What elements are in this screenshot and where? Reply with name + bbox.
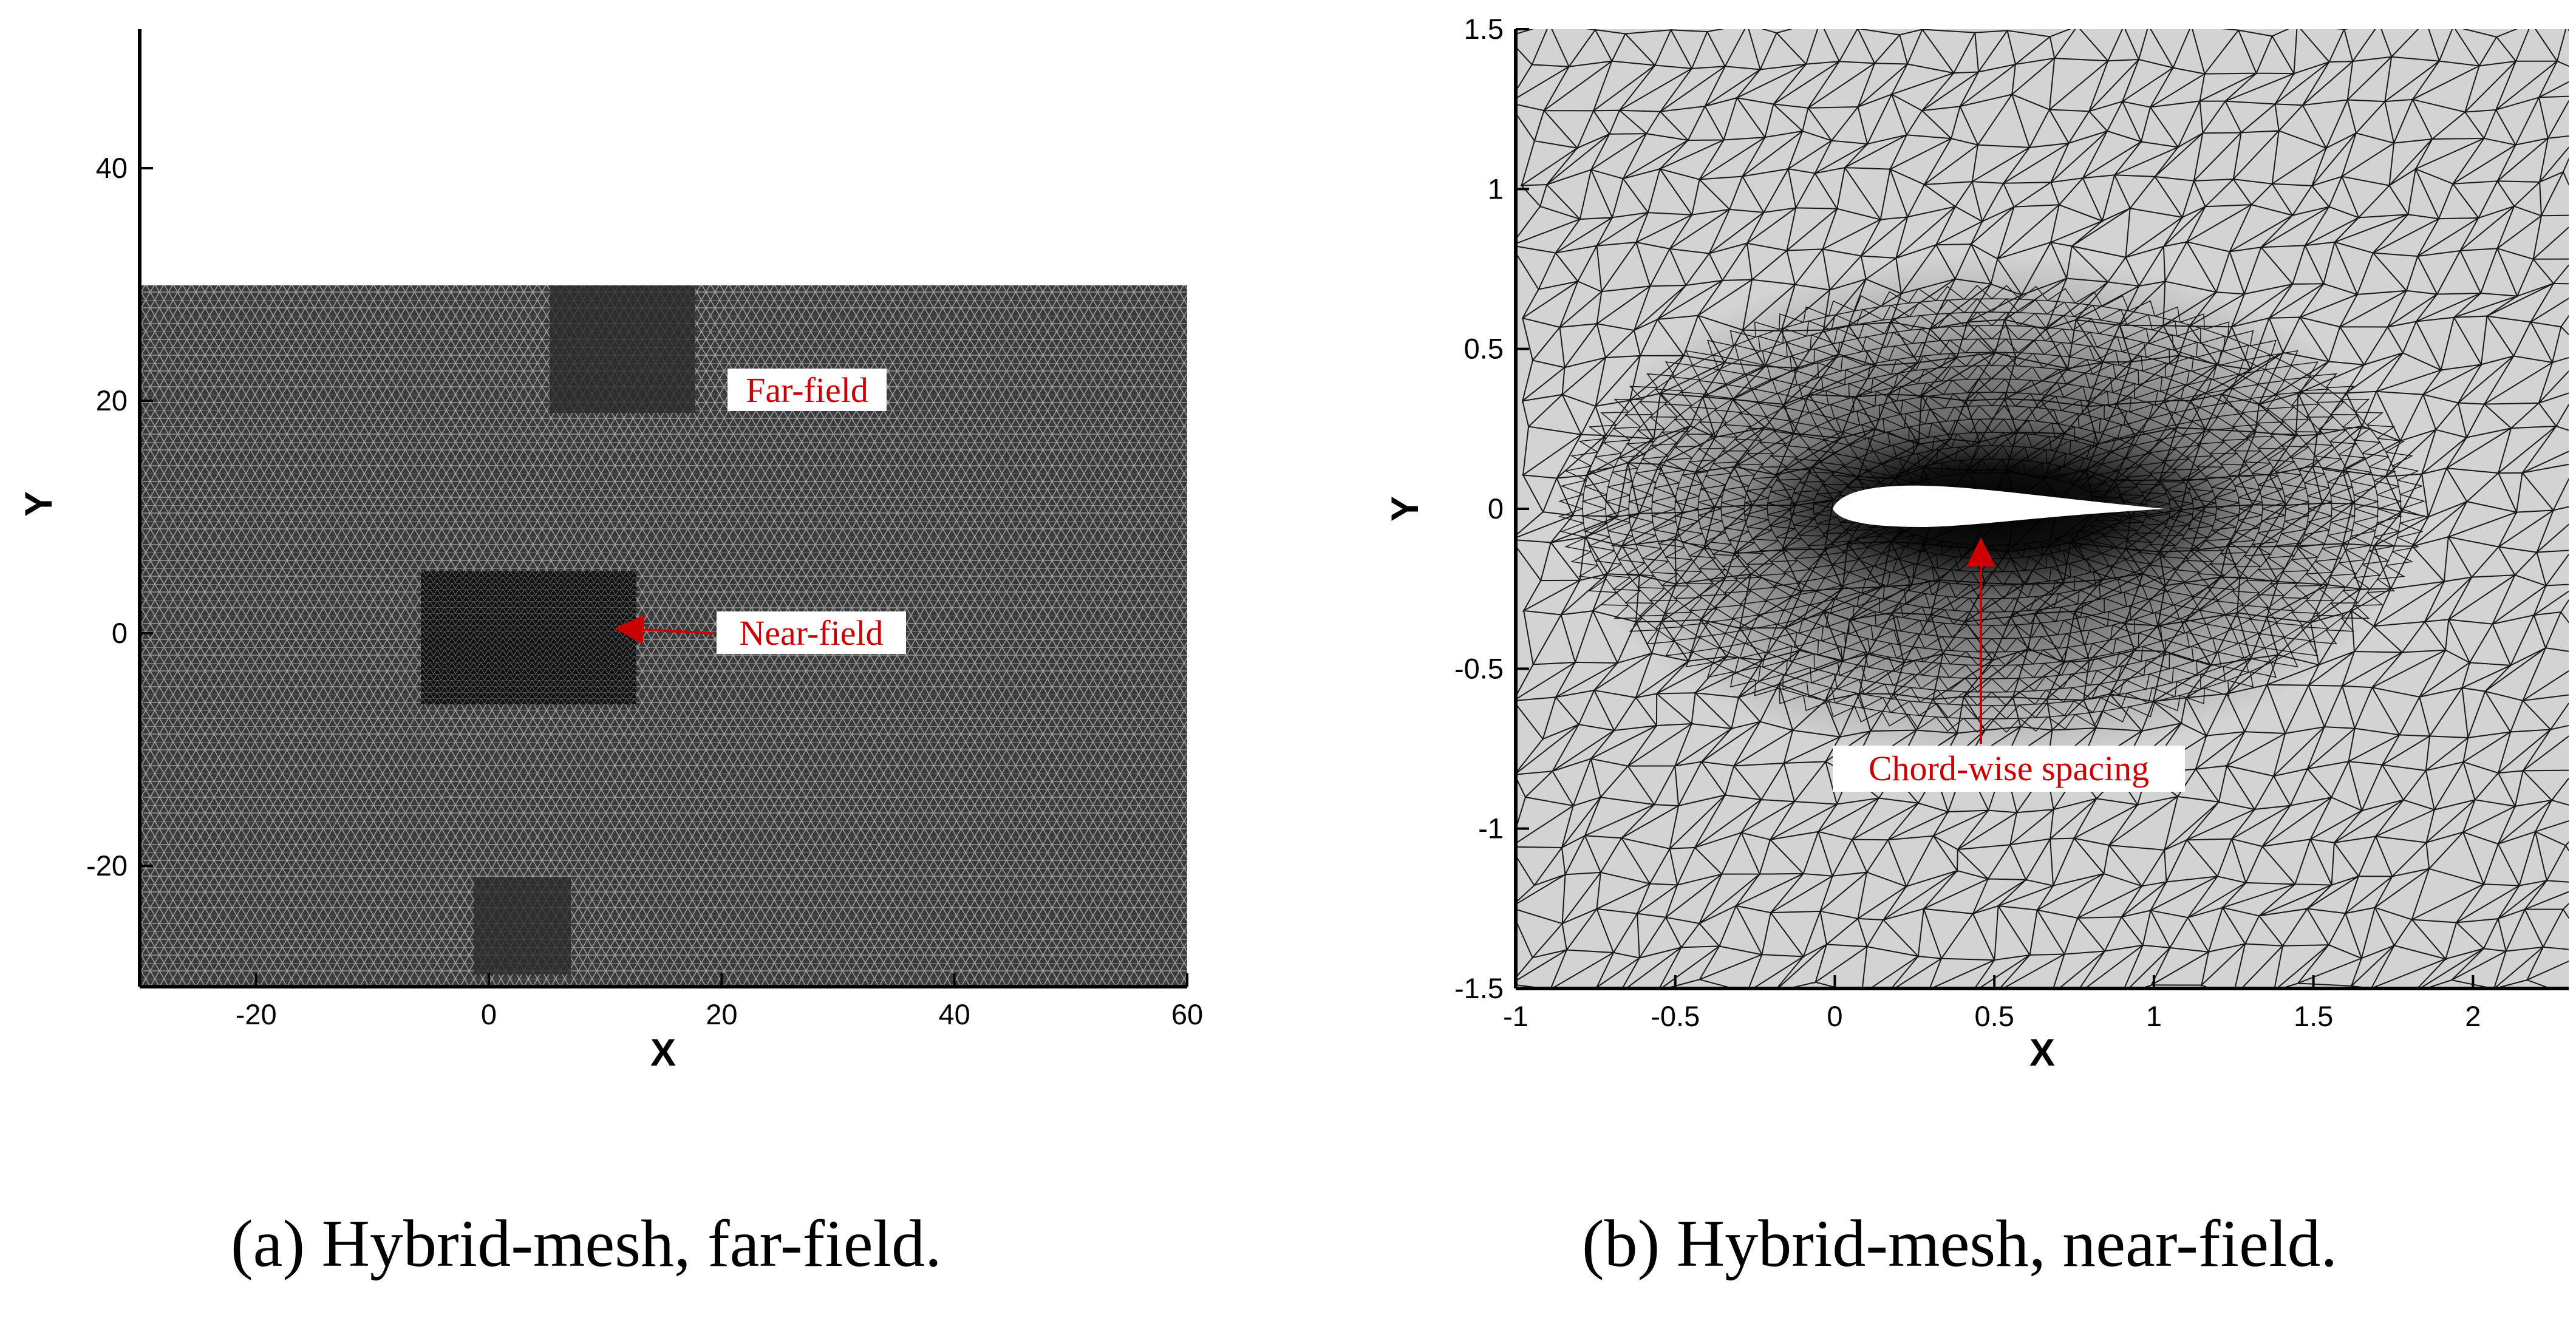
y-tick-label: -20 <box>86 849 128 882</box>
x-tick-label: 2 <box>2465 1000 2481 1032</box>
near-tick-labels: -1 -0.5 0 0.5 1 1.5 2-1.5-1-0.500.511.5 <box>1454 13 2481 1032</box>
far-field-label: Far-field <box>746 370 868 410</box>
y-tick-label: 40 <box>96 152 128 184</box>
far-ticks <box>140 167 1188 987</box>
near-field-label-box <box>717 611 906 654</box>
near-ticks <box>1515 28 2475 990</box>
near-field-label: Near-field <box>739 613 883 653</box>
near-y-axis-title: Y <box>1384 496 1426 522</box>
y-tick-label: 1 <box>1488 172 1504 205</box>
far-tick-labels: -20 0 20 40 60 -20 0 20 40 <box>86 152 1203 1030</box>
panel-near-field: -1 -0.5 0 0.5 1 1.5 2-1.5-1-0.500.511.5 X Y Ch… <box>1384 13 2569 1074</box>
y-tick-label: -1.5 <box>1454 972 1504 1004</box>
far-y-axis-title: Y <box>18 491 60 517</box>
panel-far-field: -20 0 20 40 60 -20 0 20 40 X Y Far-field Near-fi… <box>18 29 1203 1074</box>
near-field-region <box>421 571 636 704</box>
x-tick-label: 20 <box>706 998 737 1030</box>
x-tick-label: 1.5 <box>2294 1000 2333 1032</box>
x-tick-label: 40 <box>939 998 970 1030</box>
y-tick-label: 0.5 <box>1464 333 1504 365</box>
y-tick-label: 0 <box>112 617 128 649</box>
x-tick-label: -1 <box>1503 1000 1528 1032</box>
airfoil <box>1833 485 2165 527</box>
far-x-axis-title: X <box>650 1032 676 1074</box>
y-tick-label: 20 <box>96 384 128 417</box>
x-tick-label: 0.5 <box>1975 1000 2014 1032</box>
far-mesh-patch <box>550 285 695 413</box>
far-field-label-box <box>727 369 887 411</box>
x-tick-label: -20 <box>236 998 277 1030</box>
y-tick-label: 1.5 <box>1464 13 1504 45</box>
caption-far-field: (a) Hybrid-mesh, far-field. <box>231 1206 942 1281</box>
far-mesh-patch <box>474 877 571 975</box>
y-tick-label: 0 <box>1488 492 1504 525</box>
x-tick-label: 1 <box>2146 1000 2162 1032</box>
near-field-arrow <box>615 615 714 645</box>
x-tick-label: 60 <box>1171 998 1203 1030</box>
chord-spacing-label: Chord-wise spacing <box>1869 749 2149 788</box>
caption-near-field: (b) Hybrid-mesh, near-field. <box>1582 1206 2337 1281</box>
y-tick-label: -0.5 <box>1454 652 1504 684</box>
x-tick-label: -0.5 <box>1651 1000 1700 1032</box>
y-tick-label: -1 <box>1478 812 1504 845</box>
chord-spacing-label-box <box>1833 746 2185 792</box>
x-tick-label: 0 <box>481 998 497 1030</box>
near-x-axis-title: X <box>2029 1032 2055 1074</box>
x-tick-label: 0 <box>1827 1000 1842 1032</box>
